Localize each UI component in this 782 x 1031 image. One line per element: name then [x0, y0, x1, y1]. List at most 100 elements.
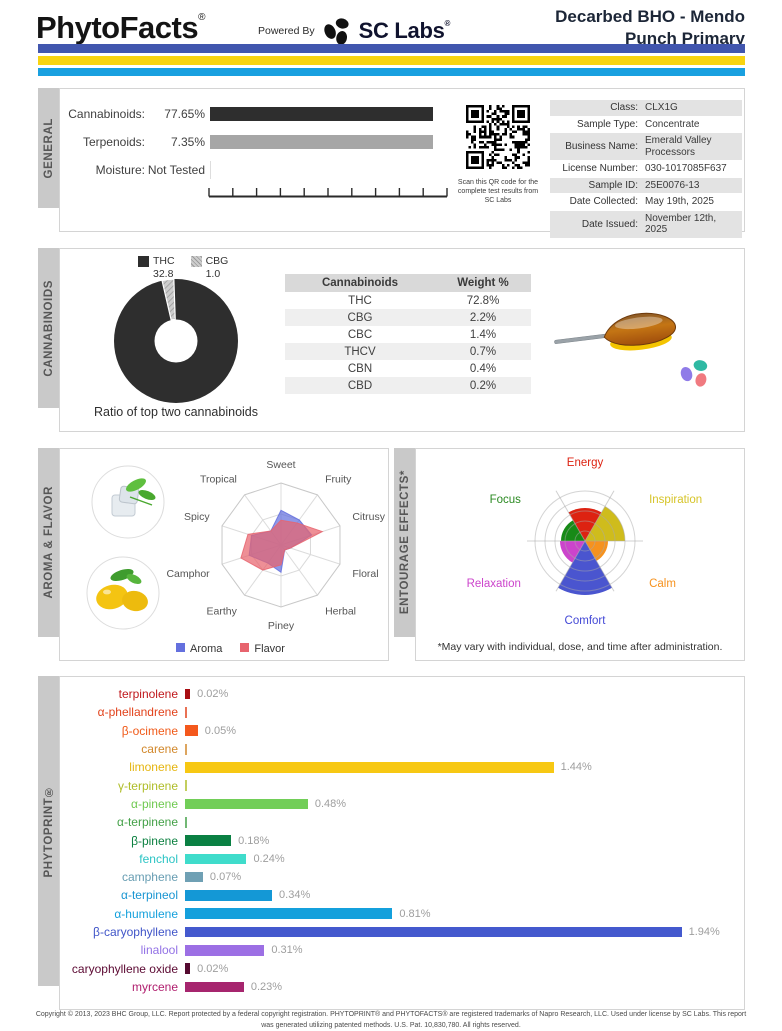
terpene-name: β-pinene	[60, 834, 185, 848]
analyte-name: CBN	[285, 363, 435, 375]
footer-line2: was generated utilizing patented methods…	[0, 1021, 782, 1031]
info-row: Sample ID:25E0076-13	[550, 178, 742, 195]
terpene-trace-tick	[185, 817, 187, 828]
analyte-value: 72.8%	[435, 295, 531, 307]
terpene-value: 0.18%	[238, 835, 269, 847]
phytofacts-logo-text: PhytoFacts	[36, 10, 198, 45]
legend-label: Aroma	[190, 643, 222, 655]
stripe-blue	[38, 44, 745, 53]
sclabs-wordmark: SC Labs®	[359, 18, 451, 44]
stripe-lightblue	[38, 68, 745, 76]
legend-label: Flavor	[254, 643, 285, 655]
entourage-effects-tab: ENTOURAGE EFFECTS*	[394, 448, 415, 637]
svg-text:Piney: Piney	[268, 620, 295, 632]
svg-text:Comfort: Comfort	[565, 615, 607, 627]
info-row: Date Collected:May 19th, 2025	[550, 194, 742, 211]
terpene-name: fenchol	[60, 852, 185, 866]
analyte-name: THCV	[285, 346, 435, 358]
terpene-bar	[185, 927, 682, 938]
terpene-trace-tick	[185, 707, 187, 718]
svg-text:Floral: Floral	[352, 568, 378, 580]
aroma-flavor-radar-chart: SweetFruityCitrusyFloralHerbalPineyEarth…	[60, 449, 388, 641]
terpene-value: 0.02%	[197, 963, 228, 975]
copyright-footer: Copyright © 2013, 2023 BHC Group, LLC. R…	[0, 1010, 782, 1031]
terpene-name: carene	[60, 742, 185, 756]
info-label: Date Collected:	[550, 194, 642, 209]
analyte-name: THC	[285, 295, 435, 307]
sclabs-dots-icon	[322, 16, 352, 46]
terpene-row: α-phellandrene	[60, 703, 744, 721]
stat-label: Cannabinoids:	[60, 107, 145, 121]
terpene-name: β-ocimene	[60, 724, 185, 738]
terpene-name: camphene	[60, 870, 185, 884]
terpene-row: α-terpinene	[60, 813, 744, 831]
terpene-value: 0.23%	[251, 981, 282, 993]
terpene-name: α-terpinene	[60, 815, 185, 829]
general-card: Cannabinoids:77.65% Terpenoids:7.35% Moist…	[59, 88, 745, 232]
stat-bar	[210, 135, 433, 149]
product-photo	[552, 301, 692, 367]
svg-text:Spicy: Spicy	[184, 511, 210, 523]
entourage-footnote: *May vary with individual, dose, and tim…	[416, 641, 744, 653]
terpene-name: α-phellandrene	[60, 705, 185, 719]
analyte-name: CBC	[285, 329, 435, 341]
stat-row: Moisture:Not Tested	[60, 159, 433, 181]
terpene-value: 0.02%	[197, 688, 228, 700]
terpene-row: camphene 0.07%	[60, 868, 744, 886]
general-stats: Cannabinoids:77.65% Terpenoids:7.35% Moist…	[60, 103, 433, 187]
analyte-value: 2.2%	[435, 312, 531, 324]
info-value: Concentrate	[642, 117, 701, 133]
terpene-bar	[185, 835, 231, 846]
terpene-bar	[185, 799, 308, 810]
info-value: CLX1G	[642, 100, 680, 116]
terpene-value: 1.94%	[689, 926, 720, 938]
svg-text:Energy: Energy	[567, 457, 604, 469]
terpene-name: α-terpineol	[60, 888, 185, 902]
terpene-value: 0.07%	[210, 871, 241, 883]
stat-value: 77.65%	[145, 107, 205, 121]
terpene-name: caryophyllene oxide	[60, 962, 185, 976]
col-header: Cannabinoids	[285, 277, 435, 289]
brand-stripes	[38, 44, 745, 79]
terpene-name: myrcene	[60, 980, 185, 994]
phytofacts-logo: PhytoFacts®	[36, 10, 205, 46]
info-value: 030-1017085F637	[642, 161, 729, 177]
qr-block: Scan this QR code for the complete test …	[456, 105, 540, 205]
stat-row: Terpenoids:7.35%	[60, 131, 433, 153]
terpene-bar	[185, 945, 264, 956]
info-value: November 12th, 2025	[642, 211, 742, 238]
terpene-bar	[185, 854, 246, 865]
terpene-value: 0.81%	[399, 908, 430, 920]
analyte-value: 0.2%	[435, 380, 531, 392]
terpene-name: γ-terpinene	[60, 779, 185, 793]
terpene-value: 0.31%	[271, 944, 302, 956]
legend-swatch	[176, 643, 185, 652]
stat-value: Not Tested	[145, 163, 205, 177]
terpene-name: α-pinene	[60, 797, 185, 811]
aroma-flavor-tab: AROMA & FLAVOR	[38, 448, 59, 637]
svg-text:Calm: Calm	[649, 578, 676, 590]
analyte-value: 1.4%	[435, 329, 531, 341]
terpene-value: 0.48%	[315, 798, 346, 810]
analyte-value: 0.7%	[435, 346, 531, 358]
terpene-row: myrcene 0.23%	[60, 978, 744, 996]
terpene-trace-tick	[185, 744, 187, 755]
